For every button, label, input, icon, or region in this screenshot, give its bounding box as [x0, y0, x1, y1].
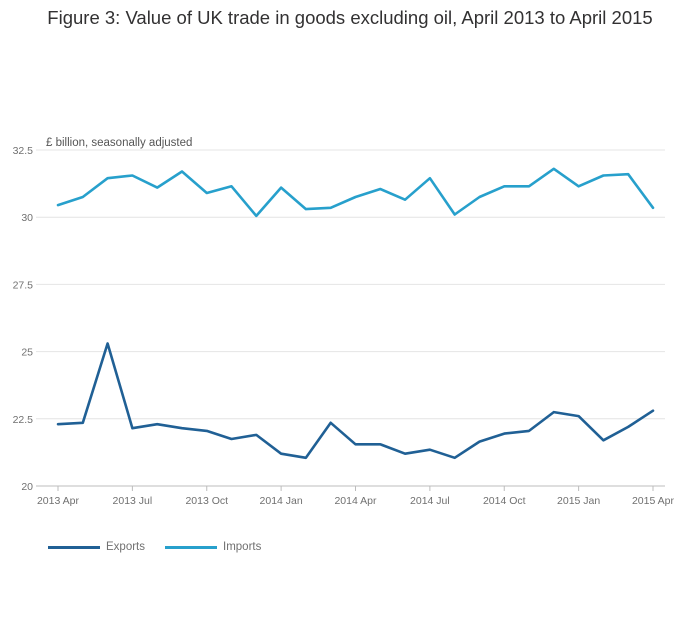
- legend-item-imports[interactable]: Imports: [165, 541, 261, 553]
- x-tick-label: 2013 Apr: [37, 495, 80, 507]
- x-tick-label: 2014 Oct: [483, 495, 526, 507]
- legend-label-exports: Exports: [106, 541, 145, 553]
- y-unit-label: £ billion, seasonally adjusted: [46, 137, 192, 149]
- y-tick-label: 32.5: [13, 145, 34, 157]
- legend-label-imports: Imports: [223, 541, 262, 553]
- x-tick-label: 2014 Jul: [410, 495, 450, 507]
- y-tick-label: 20: [21, 481, 33, 493]
- x-tick-label: 2013 Jul: [113, 495, 153, 507]
- legend-swatch-exports: [48, 545, 100, 549]
- x-tick-label: 2013 Oct: [185, 495, 228, 507]
- legend-swatch-imports: [165, 545, 217, 549]
- y-tick-label: 22.5: [13, 414, 34, 426]
- x-tick-label: 2014 Apr: [334, 495, 377, 507]
- x-tick-label: 2015 Jan: [557, 495, 600, 507]
- x-tick-label: 2015 Apr: [632, 495, 675, 507]
- y-tick-label: 30: [21, 212, 33, 224]
- series-line-exports: [56, 342, 655, 460]
- chart-title: Figure 3: Value of UK trade in goods exc…: [47, 7, 653, 28]
- legend-item-exports[interactable]: Exports: [48, 541, 145, 553]
- y-tick-label: 25: [21, 347, 33, 359]
- legend: Exports Imports: [48, 541, 261, 553]
- y-tick-label: 27.5: [13, 279, 34, 291]
- x-tick-label: 2014 Jan: [260, 495, 303, 507]
- series-line-imports: [56, 167, 655, 218]
